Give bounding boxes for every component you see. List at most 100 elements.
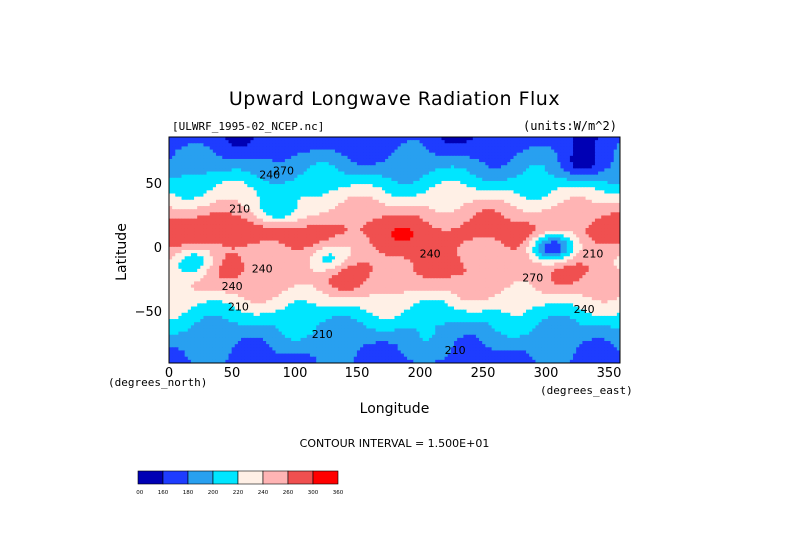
heatmap-cell	[585, 146, 590, 151]
heatmap-cell	[491, 137, 496, 141]
heatmap-cell	[278, 196, 283, 201]
heatmap-cell	[291, 177, 295, 182]
heatmap-cell	[407, 162, 411, 166]
heatmap-cell	[325, 137, 330, 141]
heatmap-cell	[444, 155, 449, 160]
heatmap-cell	[598, 180, 602, 185]
heatmap-cell	[222, 146, 226, 151]
heatmap-cell	[504, 174, 508, 179]
heatmap-cell	[262, 202, 267, 207]
heatmap-cell	[250, 146, 255, 151]
heatmap-cell	[566, 137, 571, 141]
heatmap-cell	[247, 202, 252, 207]
heatmap-cell	[306, 177, 311, 182]
heatmap-cell	[485, 152, 490, 157]
heatmap-cell	[428, 137, 433, 141]
heatmap-cell	[510, 184, 515, 188]
heatmap-cell	[563, 196, 568, 201]
heatmap-cell	[494, 190, 499, 195]
heatmap-cell	[253, 177, 258, 182]
heatmap-cell	[582, 174, 587, 179]
heatmap-cell	[579, 184, 584, 188]
heatmap-cell	[322, 196, 327, 201]
heatmap-cell	[479, 168, 483, 173]
heatmap-cell	[388, 187, 392, 191]
heatmap-cell	[582, 180, 587, 185]
heatmap-cell	[407, 177, 411, 182]
heatmap-cell	[372, 158, 377, 163]
heatmap-cell	[272, 140, 277, 144]
heatmap-cell	[181, 162, 186, 166]
heatmap-cell	[234, 174, 239, 179]
heatmap-cell	[322, 168, 327, 173]
heatmap-cell	[338, 168, 342, 173]
heatmap-cell	[432, 177, 436, 182]
heatmap-cell	[309, 155, 314, 160]
heatmap-cell	[262, 162, 267, 166]
heatmap-cell	[187, 199, 192, 204]
heatmap-cell	[441, 146, 446, 151]
heatmap-cell	[573, 137, 577, 141]
heatmap-cell	[516, 143, 521, 148]
heatmap-cell	[215, 187, 220, 191]
heatmap-cell	[194, 174, 198, 179]
heatmap-cell	[363, 196, 367, 201]
heatmap-cell	[316, 184, 320, 188]
heatmap-cell	[338, 171, 342, 176]
heatmap-cell	[444, 177, 449, 182]
heatmap-cell	[441, 196, 446, 201]
heatmap-cell	[413, 174, 418, 179]
heatmap-cell	[507, 137, 511, 141]
heatmap-cell	[313, 146, 317, 151]
heatmap-cell	[457, 155, 461, 160]
heatmap-cell	[532, 140, 537, 144]
heatmap-cell	[454, 143, 458, 148]
heatmap-cell	[457, 165, 461, 169]
heatmap-cell	[297, 177, 302, 182]
heatmap-cell	[360, 146, 364, 151]
heatmap-cell	[560, 174, 565, 179]
heatmap-cell	[222, 177, 226, 182]
heatmap-cell	[328, 190, 333, 195]
heatmap-cell	[209, 168, 214, 173]
heatmap-cell	[197, 140, 201, 144]
heatmap-cell	[366, 171, 371, 176]
heatmap-cell	[491, 162, 496, 166]
heatmap-cell	[256, 146, 261, 151]
heatmap-cell	[441, 184, 446, 188]
heatmap-cell	[407, 187, 411, 191]
heatmap-cell	[266, 152, 270, 157]
heatmap-cell	[400, 190, 405, 195]
heatmap-cell	[272, 202, 277, 207]
heatmap-cell	[416, 177, 421, 182]
heatmap-cell	[544, 180, 549, 185]
heatmap-cell	[607, 190, 612, 195]
heatmap-cell	[385, 158, 389, 163]
heatmap-cell	[563, 140, 568, 144]
heatmap-cell	[375, 180, 380, 185]
heatmap-cell	[187, 168, 192, 173]
heatmap-cell	[297, 193, 302, 198]
heatmap-cell	[372, 155, 377, 160]
heatmap-cell	[585, 162, 590, 166]
heatmap-cell	[554, 180, 558, 185]
heatmap-cell	[225, 171, 230, 176]
heatmap-cell	[569, 199, 574, 204]
heatmap-cell	[350, 180, 355, 185]
heatmap-cell	[407, 140, 411, 144]
heatmap-cell	[457, 137, 461, 141]
heatmap-cell	[604, 143, 609, 148]
heatmap-cell	[184, 162, 189, 166]
heatmap-cell	[341, 196, 345, 201]
heatmap-cell	[309, 165, 314, 169]
heatmap-cell	[328, 199, 333, 204]
heatmap-cell	[422, 193, 427, 198]
heatmap-cell	[275, 184, 280, 188]
heatmap-cell	[247, 184, 252, 188]
heatmap-cell	[591, 190, 596, 195]
heatmap-cell	[510, 168, 515, 173]
heatmap-cell	[516, 187, 521, 191]
heatmap-cell	[209, 162, 214, 166]
heatmap-cell	[491, 196, 496, 201]
heatmap-cell	[416, 162, 421, 166]
